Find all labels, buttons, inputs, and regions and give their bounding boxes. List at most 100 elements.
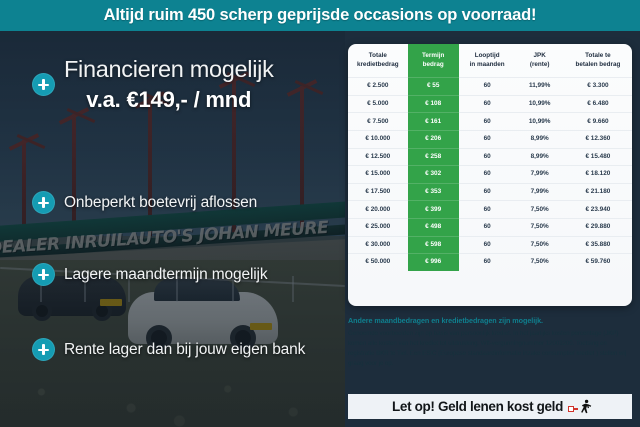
header-line1: Looptijd <box>474 52 500 59</box>
header-line2: kredietbedrag <box>356 61 399 69</box>
credit-warning-text: Let op! Geld lenen kost geld <box>392 399 563 414</box>
column-header-totaal: Totale te betalen bedrag <box>564 44 632 78</box>
table-row: € 10.000 € 206 60 8,99% € 12.360 <box>348 130 632 149</box>
plus-circle-icon <box>32 338 55 361</box>
cell-looptijd: 60 <box>458 112 516 131</box>
cell-totaal: € 59.760 <box>563 253 632 271</box>
cell-jpk: 10,99% <box>515 94 564 113</box>
cell-jpk: 7,99% <box>515 165 564 184</box>
credit-warning-strip: Let op! Geld lenen kost geld <box>348 394 632 419</box>
cell-termijnbedrag: € 108 <box>407 94 459 113</box>
column-header-looptijd: Looptijd in maanden <box>459 44 516 78</box>
cell-looptijd: 60 <box>458 165 516 184</box>
benefits-list: Financieren mogelijk v.a. €149,- / mnd O… <box>0 31 345 427</box>
cell-totaal: € 9.660 <box>563 112 632 131</box>
cell-looptijd: 60 <box>458 130 516 149</box>
legal-title: Andere maandbedragen en kredietbedragen … <box>348 316 544 325</box>
cell-totaal: € 29.880 <box>563 218 632 237</box>
cell-termijnbedrag: € 353 <box>407 182 459 201</box>
benefit-item-aflossen: Onbeperkt boetevrij aflossen <box>0 191 257 214</box>
table-row: € 30.000 € 598 60 7,50% € 35.880 <box>348 235 632 254</box>
cell-looptijd: 60 <box>458 77 516 96</box>
benefit-label: Lagere maandtermijn mogelijk <box>64 265 268 283</box>
header-line2: (rente) <box>529 61 550 69</box>
table-row: € 50.000 € 996 60 7,50% € 59.760 <box>348 253 632 271</box>
cell-looptijd: 60 <box>458 147 516 166</box>
table-row: € 5.000 € 108 60 10,99% € 6.480 <box>348 94 632 113</box>
cell-jpk: 10,99% <box>515 112 564 131</box>
table-row: € 12.500 € 258 60 8,99% € 15.480 <box>348 147 632 166</box>
cell-totaal: € 35.880 <box>563 235 632 254</box>
cell-looptijd: 60 <box>458 200 516 219</box>
headline-text: Altijd ruim 450 scherp geprijsde occasio… <box>103 6 537 24</box>
cell-jpk: 8,99% <box>515 147 564 166</box>
cell-kredietbedrag: € 7.500 <box>348 112 408 131</box>
cell-totaal: € 18.120 <box>563 165 632 184</box>
column-header-kredietbedrag: Totale kredietbedrag <box>348 44 408 78</box>
column-header-termijnbedrag: Termijn bedrag <box>407 44 459 78</box>
cell-totaal: € 3.300 <box>563 77 632 96</box>
cell-jpk: 7,50% <box>515 235 564 254</box>
cell-kredietbedrag: € 2.500 <box>348 77 408 96</box>
cell-looptijd: 60 <box>458 94 516 113</box>
plus-circle-icon <box>32 263 55 286</box>
cell-totaal: € 21.180 <box>563 182 632 201</box>
table-row: € 25.000 € 498 60 7,50% € 29.880 <box>348 218 632 237</box>
cell-looptijd: 60 <box>458 218 516 237</box>
cell-looptijd: 60 <box>458 235 516 254</box>
rate-table-body: € 2.500 € 55 60 11,99% € 3.300 € 5.000 €… <box>348 77 632 271</box>
cell-termijnbedrag: € 996 <box>407 253 459 271</box>
cell-looptijd: 60 <box>458 253 516 271</box>
column-header-jpk: JPK (rente) <box>516 44 564 78</box>
cell-kredietbedrag: € 25.000 <box>348 218 408 237</box>
header-line2: in maanden <box>469 61 505 69</box>
header-line2: bedrag <box>422 61 444 69</box>
header-line1: Totale te <box>585 52 611 59</box>
cell-termijnbedrag: € 258 <box>407 147 459 166</box>
header-line1: Totale <box>368 52 387 59</box>
cell-totaal: € 23.940 <box>563 200 632 219</box>
cell-jpk: 11,99% <box>515 77 564 96</box>
cell-kredietbedrag: € 50.000 <box>348 253 408 271</box>
benefit-label: Rente lager dan bij jouw eigen bank <box>64 340 306 358</box>
cell-termijnbedrag: € 206 <box>407 130 459 149</box>
table-row: € 15.000 € 302 60 7,99% € 18.120 <box>348 165 632 184</box>
dark-overlay <box>0 30 345 427</box>
benefit-item-rente: Rente lager dan bij jouw eigen bank <box>0 338 305 361</box>
rate-table: Totale kredietbedrag Termijn bedrag Loop… <box>348 44 632 271</box>
cell-termijnbedrag: € 161 <box>407 112 459 131</box>
benefit-label-price: v.a. €149,- / mnd <box>86 86 252 112</box>
cell-termijnbedrag: € 302 <box>407 165 459 184</box>
benefit-label-primary: Financieren mogelijk <box>64 56 274 82</box>
dealership-background-photo: DEALER INRUILAUTO'S JOHAN MEURE ALTIJD 4… <box>0 30 345 427</box>
table-header-row: Totale kredietbedrag Termijn bedrag Loop… <box>348 44 632 78</box>
afm-box <box>567 405 574 412</box>
cell-kredietbedrag: € 12.500 <box>348 147 408 166</box>
cell-kredietbedrag: € 15.000 <box>348 165 408 184</box>
benefit-label: Onbeperkt boetevrij aflossen <box>64 193 258 211</box>
cell-jpk: 7,50% <box>515 200 564 219</box>
header-line2: betalen bedrag <box>575 61 621 69</box>
rate-table-card: Totale kredietbedrag Termijn bedrag Loop… <box>348 44 632 306</box>
cell-kredietbedrag: € 20.000 <box>348 200 408 219</box>
benefit-item-financiering: Financieren mogelijk v.a. €149,- / mnd <box>0 56 274 112</box>
plus-circle-icon <box>32 73 55 97</box>
cell-totaal: € 6.480 <box>563 94 632 113</box>
cell-kredietbedrag: € 17.500 <box>348 182 408 201</box>
headline-banner: Altijd ruim 450 scherp geprijsde occasio… <box>0 0 640 31</box>
cell-jpk: 7,99% <box>515 182 564 201</box>
legal-body: Genoemde voorbeelden zijn op basis van p… <box>348 330 627 367</box>
cell-termijnbedrag: € 399 <box>407 200 459 219</box>
cell-jpk: 7,50% <box>515 218 564 237</box>
cell-kredietbedrag: € 5.000 <box>348 94 408 113</box>
afm-running-man-icon <box>567 399 592 415</box>
legal-disclaimer: Andere maandbedragen en kredietbedragen … <box>348 316 632 368</box>
table-row: € 7.500 € 161 60 10,99% € 9.660 <box>348 112 632 131</box>
cell-kredietbedrag: € 10.000 <box>348 130 408 149</box>
cell-termijnbedrag: € 598 <box>407 235 459 254</box>
header-line1: Termijn <box>422 52 445 59</box>
cell-termijnbedrag: € 498 <box>407 218 459 237</box>
cell-termijnbedrag: € 55 <box>407 77 459 96</box>
afm-bar <box>573 407 578 410</box>
table-row: € 20.000 € 399 60 7,50% € 23.940 <box>348 200 632 219</box>
